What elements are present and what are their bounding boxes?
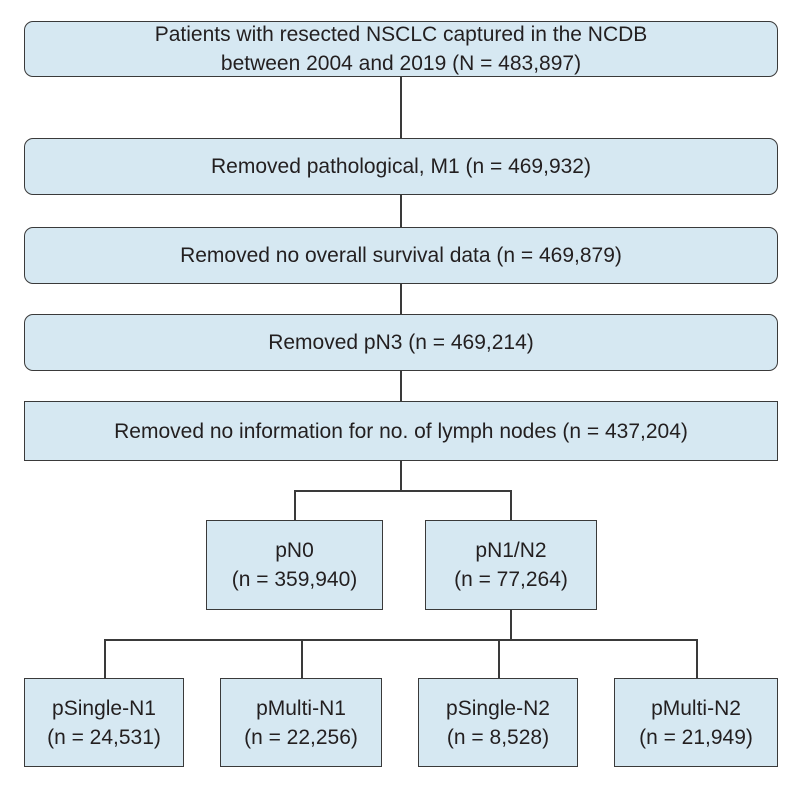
subgroup-psingle-n1-count: (n = 24,531) [47,725,161,749]
subgroup-pmulti-n2-label: pMulti-N2 [651,696,741,720]
connector-to-pmulti-n1 [301,639,303,678]
source-population-box: Patients with resected NSCLC captured in… [24,21,778,77]
connector-to-pn0 [294,490,296,520]
subgroup-box-pmulti-n2: pMulti-N2 (n = 21,949) [614,678,778,767]
exclusion-pn3-text: Removed pN3 (n = 469,214) [268,331,534,354]
exclusion-box-m1: Removed pathological, M1 (n = 469,932) [24,138,778,195]
split-connector-stem [400,461,402,491]
connector-2 [400,195,402,227]
subgroup-connector-bar [104,639,698,641]
source-population-line2: between 2004 and 2019 (N = 483,897) [220,52,582,75]
subgroup-psingle-n2-label: pSingle-N2 [446,696,550,720]
connector-to-psingle-n1 [104,639,106,678]
connector-4 [400,371,402,401]
group-box-pn1n2: pN1/N2 (n = 77,264) [425,520,597,610]
connector-to-psingle-n2 [498,639,500,678]
subgroup-pmulti-n1-label: pMulti-N1 [256,696,346,720]
exclusion-box-survival: Removed no overall survival data (n = 46… [24,227,778,284]
subgroup-pmulti-n1-count: (n = 22,256) [244,725,358,749]
exclusion-lymph-nodes-text: Removed no information for no. of lymph … [114,419,688,443]
source-population-line1: Patients with resected NSCLC captured in… [154,23,648,46]
exclusion-m1-text: Removed pathological, M1 (n = 469,932) [211,155,591,178]
subgroup-box-psingle-n2: pSingle-N2 (n = 8,528) [418,678,578,767]
exclusion-box-lymph-nodes: Removed no information for no. of lymph … [24,401,778,461]
split-connector-bar [294,490,512,492]
subgroup-pmulti-n2-count: (n = 21,949) [639,725,753,749]
subgroup-box-psingle-n1: pSingle-N1 (n = 24,531) [24,678,184,767]
exclusion-box-pn3: Removed pN3 (n = 469,214) [24,314,778,371]
group-pn1n2-label: pN1/N2 [475,539,547,562]
group-box-pn0: pN0 (n = 359,940) [206,520,383,610]
subgroup-connector-stem [510,610,512,640]
subgroup-psingle-n1-label: pSingle-N1 [52,696,156,720]
group-pn0-count: (n = 359,940) [231,568,358,591]
group-pn0-label: pN0 [275,539,314,562]
exclusion-survival-text: Removed no overall survival data (n = 46… [180,244,622,267]
subgroup-box-pmulti-n1: pMulti-N1 (n = 22,256) [220,678,382,767]
group-pn1n2-count: (n = 77,264) [454,568,568,591]
connector-1 [400,77,402,138]
connector-3 [400,284,402,314]
connector-to-pn1n2 [510,490,512,520]
connector-to-pmulti-n2 [696,639,698,678]
subgroup-psingle-n2-count: (n = 8,528) [446,725,550,749]
